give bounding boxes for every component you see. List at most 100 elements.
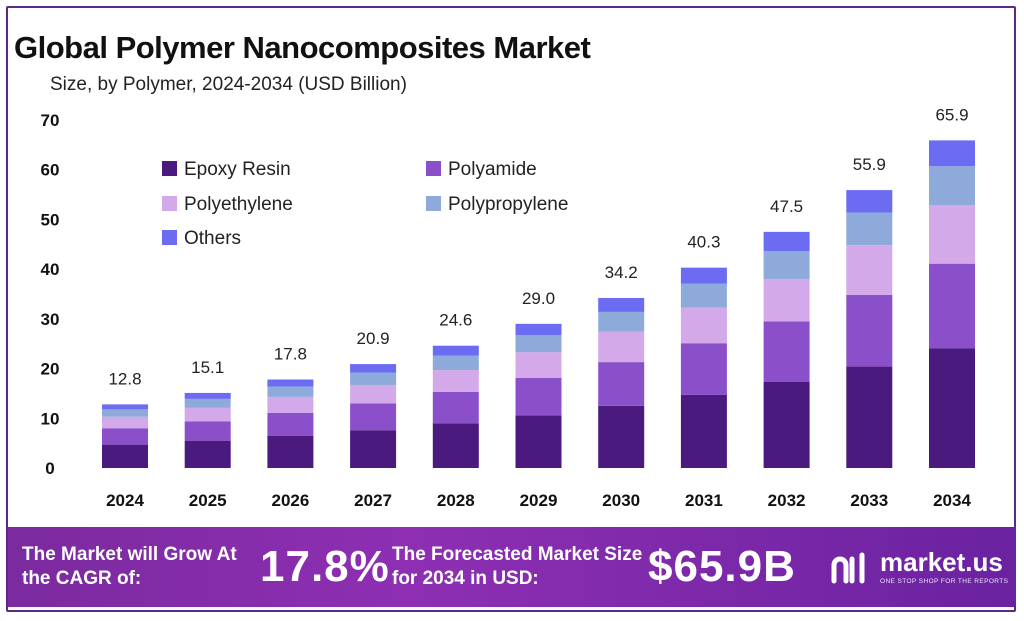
total-value-label: 12.8 (108, 369, 141, 388)
total-value-label: 29.0 (522, 289, 555, 308)
bar-group-2029: 29.0 (515, 289, 562, 468)
legend-label: Others (184, 228, 241, 249)
legend-swatch (162, 230, 177, 245)
x-tick-label: 2030 (602, 491, 640, 510)
bar-segment-polyamide (350, 403, 397, 431)
logo-tagline: ONE STOP SHOP FOR THE REPORTS (880, 578, 1009, 585)
bar-segment-epoxy-resin (846, 366, 893, 468)
total-value-label: 17.8 (274, 345, 307, 364)
logo-name: market.us (880, 547, 1003, 577)
bar-segment-polyethylene (102, 416, 148, 429)
bar-segment-polyamide (929, 263, 975, 349)
y-tick-label: 60 (41, 161, 60, 180)
legend-label: Polyamide (448, 159, 537, 180)
y-tick-label: 40 (41, 260, 60, 279)
y-tick-label: 30 (41, 310, 60, 329)
total-value-label: 55.9 (853, 155, 886, 174)
x-axis: 2024 2025 2026 2027 2028 2029 2030 2031 2032 2033… (106, 491, 971, 510)
bar-group-2030: 34.2 (598, 263, 645, 468)
logo-bars-icon (831, 552, 865, 584)
bar-segment-epoxy-resin (267, 435, 314, 468)
x-tick-label: 2032 (768, 491, 806, 510)
bar-group-2026: 17.8 (267, 345, 314, 468)
bar-segment-polyamide (598, 362, 645, 406)
bar-segment-polypropylene (432, 355, 479, 371)
forecast-value: $65.9B (648, 542, 796, 591)
bar-segment-epoxy-resin (350, 430, 397, 468)
bar-segment-others (598, 297, 645, 312)
bar-segment-others (432, 345, 479, 356)
x-tick-label: 2028 (437, 491, 475, 510)
bar-group-2033: 55.9 (846, 155, 893, 468)
bar-segment-others (102, 404, 148, 410)
legend-swatch (426, 196, 441, 211)
total-value-label: 24.6 (439, 311, 472, 330)
chart-subtitle: Size, by Polymer, 2024-2034 (USD Billion… (50, 74, 407, 95)
chart-frame (6, 6, 1016, 612)
bar-segment-polypropylene (102, 409, 148, 417)
bar-segment-epoxy-resin (432, 423, 479, 468)
y-tick-label: 20 (41, 360, 60, 379)
bar-segment-polypropylene (763, 251, 810, 280)
legend-swatch (162, 161, 177, 176)
legend-swatch (162, 196, 177, 211)
cagr-text: The Market will Grow At the CAGR of: (22, 544, 237, 589)
bar-segment-others (680, 267, 727, 284)
bar-segment-others (515, 323, 562, 336)
bar-segment-polyethylene (267, 396, 314, 413)
y-tick-label: 0 (45, 459, 54, 478)
bar-group-2032: 47.5 (763, 197, 810, 468)
bar-group-2027: 20.9 (350, 329, 397, 468)
bar-segment-polypropylene (680, 283, 727, 308)
bar-segment-epoxy-resin (515, 415, 562, 468)
bar-segment-others (184, 392, 231, 399)
legend-item: Polyamide (426, 159, 537, 180)
legend-item: Epoxy Resin (162, 159, 291, 180)
bar-segment-polypropylene (350, 372, 397, 385)
bar-segment-polyethylene (432, 370, 479, 392)
bar-segment-polyamide (184, 421, 231, 441)
bar-segment-polypropylene (846, 212, 893, 246)
bars: 12.8 15.1 17.8 20.9 24.6 29.0 34.2 40.3 47.5 55.9… (102, 105, 975, 468)
bar-segment-polyamide (846, 294, 893, 367)
x-tick-label: 2025 (189, 491, 227, 510)
bar-segment-polypropylene (267, 386, 314, 397)
bar-group-2031: 40.3 (680, 233, 727, 468)
total-value-label: 20.9 (357, 329, 390, 348)
legend-label: Epoxy Resin (184, 159, 291, 180)
bar-segment-polyethylene (846, 245, 893, 295)
total-value-label: 40.3 (687, 233, 720, 252)
bar-segment-polyethylene (184, 407, 231, 422)
legend-item: Polypropylene (426, 194, 568, 215)
bar-segment-polyamide (515, 378, 562, 416)
bar-segment-others (929, 140, 975, 167)
forecast-text: The Forecasted Market Size for 2034 in U… (392, 544, 643, 589)
bar-group-2024: 12.8 (102, 369, 148, 468)
bar-segment-polyethylene (680, 307, 727, 344)
total-value-label: 65.9 (935, 105, 968, 124)
bar-segment-others (846, 190, 893, 213)
chart-title: Global Polymer Nanocomposites Market (14, 30, 591, 65)
legend-item: Polyethylene (162, 194, 293, 215)
x-tick-label: 2033 (850, 491, 888, 510)
bar-segment-others (267, 379, 314, 387)
bar-segment-epoxy-resin (598, 405, 645, 468)
legend-item: Others (162, 228, 241, 249)
bar-segment-polyethylene (929, 205, 975, 264)
bar-segment-polyamide (102, 428, 148, 445)
legend-label: Polypropylene (448, 194, 568, 215)
bar-segment-epoxy-resin (184, 440, 231, 468)
x-tick-label: 2027 (354, 491, 392, 510)
bar-segment-polyamide (763, 321, 810, 382)
total-value-label: 47.5 (770, 197, 803, 216)
x-tick-label: 2034 (933, 491, 971, 510)
bar-segment-epoxy-resin (929, 348, 975, 468)
market-us-logo[interactable]: market.us ONE STOP SHOP FOR THE REPORTS (830, 547, 1010, 591)
footer-banner: The Market will Grow At the CAGR of: 17.… (8, 527, 1016, 607)
bar-segment-polypropylene (184, 398, 231, 408)
bar-segment-polyamide (432, 391, 479, 424)
bar-segment-others (763, 231, 810, 252)
x-tick-label: 2029 (520, 491, 558, 510)
y-tick-label: 10 (41, 409, 60, 428)
x-tick-label: 2024 (106, 491, 144, 510)
